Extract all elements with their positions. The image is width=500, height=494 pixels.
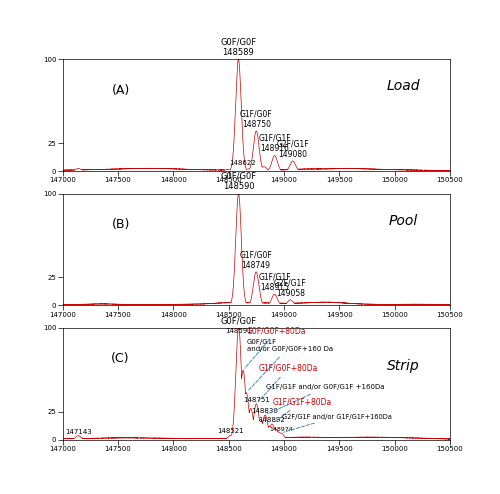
Text: G1F/G1F
148916: G1F/G1F 148916 (258, 134, 291, 153)
Text: 148622: 148622 (229, 160, 256, 166)
Text: G1F/G0F
148749: G1F/G0F 148749 (240, 250, 272, 270)
Text: G0F/G0F+80Da: G0F/G0F+80Da (245, 327, 306, 368)
Text: 147143: 147143 (65, 429, 92, 435)
Text: Pool: Pool (389, 214, 418, 228)
Text: G1F/G1F
148915: G1F/G1F 148915 (258, 273, 291, 292)
Text: 148521: 148521 (218, 428, 244, 434)
Text: (C): (C) (112, 352, 130, 366)
Text: G1F/G1F+80Da: G1F/G1F+80Da (272, 397, 332, 422)
Text: (B): (B) (112, 218, 130, 231)
Text: G2F/G1F
149080: G2F/G1F 149080 (276, 139, 309, 159)
Text: 148892: 148892 (258, 417, 285, 423)
Text: 148830: 148830 (252, 408, 278, 414)
Text: 148974: 148974 (269, 427, 293, 432)
Text: G1F/G0F
148750: G1F/G0F 148750 (240, 109, 272, 128)
Text: G0F/G0F
148589: G0F/G0F 148589 (220, 38, 256, 57)
Text: G0F/G0F: G0F/G0F (220, 317, 256, 326)
Text: G2F/G1F
149058: G2F/G1F 149058 (274, 278, 306, 297)
Text: Strip: Strip (387, 359, 420, 373)
Text: 148591: 148591 (226, 328, 252, 334)
Text: 148751: 148751 (243, 397, 270, 403)
Text: G0F/G1F
and/or G0F/G0F+160 Da: G0F/G1F and/or G0F/G0F+160 Da (247, 339, 333, 391)
Text: G2F/G1F and/or G1F/G1F+160Da: G2F/G1F and/or G1F/G1F+160Da (282, 413, 392, 432)
Text: G0F/G0F
148590: G0F/G0F 148590 (220, 172, 256, 191)
Text: G1F/G1F and/or G0F/G1F +160Da: G1F/G1F and/or G0F/G1F +160Da (266, 384, 384, 414)
Text: (A): (A) (112, 84, 130, 97)
Text: Load: Load (387, 80, 420, 93)
Text: G1F/G0F+80Da: G1F/G0F+80Da (258, 364, 318, 402)
